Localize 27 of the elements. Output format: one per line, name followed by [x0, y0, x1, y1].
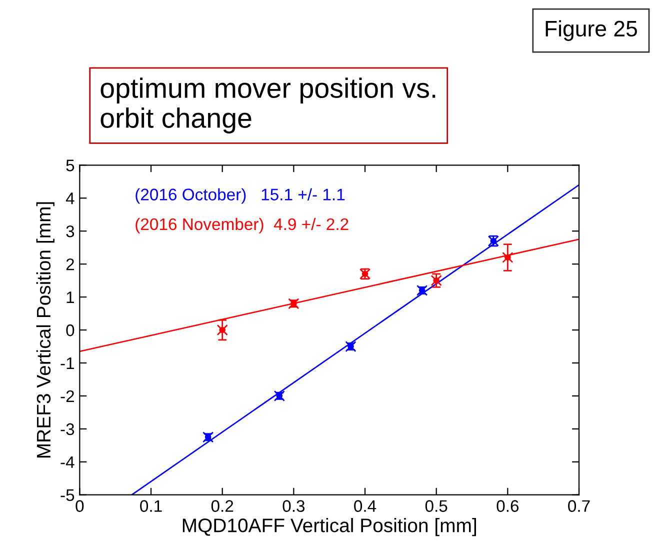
x-tick-label: 0.4	[354, 500, 376, 512]
caption: Figure 25	[546, 20, 637, 41]
x-tick-label: 0.5	[425, 500, 448, 512]
point	[216, 324, 228, 336]
y-tick-label: 0	[66, 324, 74, 336]
text: (2016 November) 4.9 +/- 2.2	[136, 218, 348, 234]
y-tick-label: 3	[66, 225, 74, 238]
y-tick-label: 1	[66, 292, 74, 304]
y-tick-label: 4	[66, 192, 74, 204]
chart-title: optimum mover position vs. orbit change	[100, 78, 436, 134]
y-tick-label: 2	[66, 258, 74, 270]
x-tick-label: 0.1	[140, 500, 162, 512]
text: (2016 October) 15.1 +/- 1.1	[136, 188, 345, 204]
x-tick-label: 0.7	[568, 500, 590, 512]
y-tick-label: -3	[60, 423, 74, 436]
x-tick-label: 0.2	[211, 500, 234, 512]
y-tick-label: -4	[60, 456, 74, 468]
x-axis-title: MQD10AFF Vertical Position [mm]	[182, 518, 476, 536]
y-tick-label: -2	[60, 390, 74, 402]
y-tick-label: -5	[60, 489, 74, 502]
x-tick-label: 0.3	[282, 500, 305, 512]
y-tick-label: -1	[60, 358, 74, 369]
x-tick-label: 0.6	[496, 500, 519, 512]
x-tick-label: 0	[76, 500, 84, 512]
point	[502, 252, 514, 264]
y-tick-label: 5	[66, 160, 74, 172]
y-axis-title: MREF3 Vertical Position [mm]	[36, 202, 54, 458]
